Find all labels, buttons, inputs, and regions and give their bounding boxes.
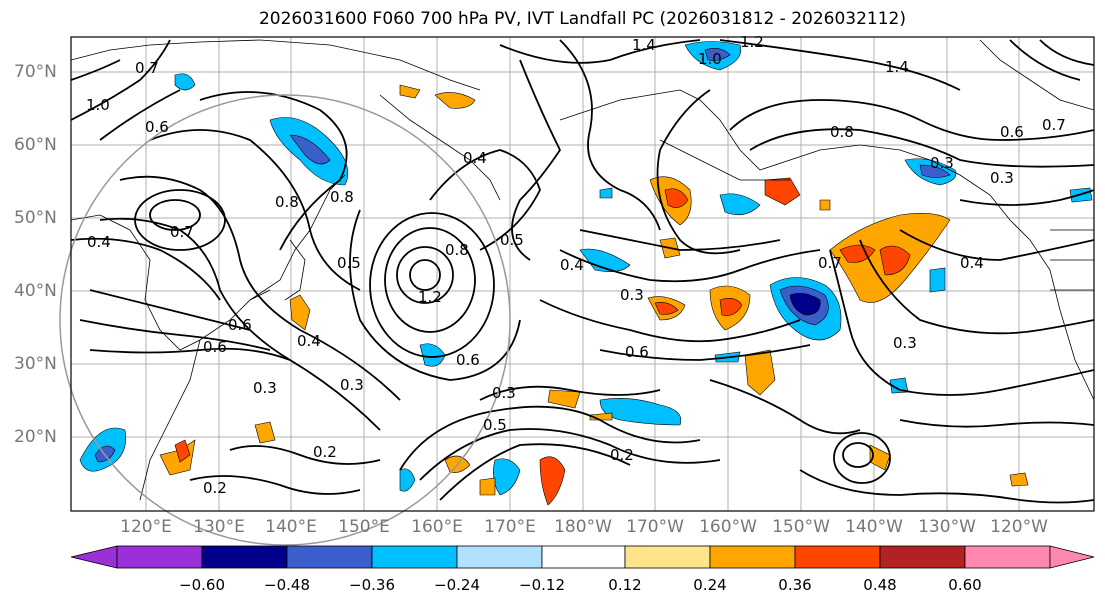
colorbar-bin: [794, 545, 881, 569]
colorbar-extend-right: [1049, 545, 1095, 569]
lon-label: 140°E: [265, 517, 317, 537]
colorbar-bin: [709, 545, 796, 569]
contour-label: 0.8: [445, 241, 469, 259]
contour-label: 0.5: [500, 231, 524, 249]
contour-label: 0.4: [960, 254, 984, 272]
contour-label: 0.4: [463, 149, 487, 167]
contour-label: 0.6: [625, 343, 649, 361]
colorbar-bin: [624, 545, 711, 569]
contour-label: 1.4: [632, 36, 656, 54]
colorbar-tick: −0.60: [179, 576, 225, 594]
contour-label: 0.7: [170, 223, 194, 241]
colorbar-extend-left: [70, 545, 118, 569]
contour-label: 0.3: [620, 286, 644, 304]
lat-label: 60°N: [14, 135, 57, 155]
lon-label: 150°E: [338, 517, 390, 537]
lon-label: 130°W: [918, 517, 976, 537]
colorbar-bin: [286, 545, 373, 569]
contour-label: 1.0: [698, 50, 722, 68]
contour-label: 0.3: [893, 334, 917, 352]
map-title: 2026031600 F060 700 hPa PV, IVT Landfall…: [258, 9, 906, 29]
colorbar-tick: −0.36: [349, 576, 395, 594]
contour-label: 0.6: [203, 338, 227, 356]
lat-label: 70°N: [14, 62, 57, 82]
lon-label: 180°W: [554, 517, 612, 537]
colorbar-tick: 0.12: [608, 576, 642, 594]
contour-label: 0.3: [253, 379, 277, 397]
projection-circle: [59, 94, 511, 546]
lon-label: 120°W: [990, 517, 1048, 537]
lon-label: 150°W: [772, 517, 830, 537]
contour-label: 0.4: [87, 233, 111, 251]
colorbar-tick: 0.24: [693, 576, 727, 594]
contour-label: 1.2: [740, 33, 764, 51]
plot-frame: [70, 36, 1095, 512]
contour-label: 0.4: [297, 332, 321, 350]
contour-label: 0.7: [135, 59, 159, 77]
contour-label: 0.2: [313, 443, 337, 461]
colorbar-bin: [456, 545, 543, 569]
lat-label: 20°N: [14, 427, 57, 447]
colorbar-tick: 0.48: [863, 576, 897, 594]
lon-label: 130°E: [193, 517, 245, 537]
contour-label: 0.3: [930, 154, 954, 172]
colorbar-bin: [879, 545, 966, 569]
colorbar: [70, 545, 1095, 569]
pv-contours: [71, 39, 1094, 504]
contour-label-layer: 1.4 1.0 1.2 1.4 0.8 0.7 1.0 0.6 0.6 0.8 …: [86, 33, 1066, 497]
pc-shading: [79, 41, 1093, 506]
contour-label: 0.7: [818, 254, 842, 272]
coastlines: [71, 39, 1094, 501]
colorbar-tick: −0.12: [519, 576, 565, 594]
contour-label: 0.6: [228, 316, 252, 334]
contour-label: 0.6: [456, 351, 480, 369]
lat-label: 30°N: [14, 354, 57, 374]
lon-label: 160°E: [411, 517, 463, 537]
contour-label: 0.6: [1000, 123, 1024, 141]
contour-label: 0.3: [340, 376, 364, 394]
contour-label: 0.8: [330, 188, 354, 206]
lon-label: 170°W: [626, 517, 684, 537]
colorbar-tick: 0.60: [948, 576, 982, 594]
contour-label: 0.6: [145, 118, 169, 136]
contour-label: 0.8: [830, 123, 854, 141]
contour-label: 0.5: [483, 416, 507, 434]
contour-label: 0.5: [337, 254, 361, 272]
lat-label: 50°N: [14, 208, 57, 228]
contour-label: 0.3: [492, 384, 516, 402]
colorbar-bin: [116, 545, 203, 569]
contour-label: 0.4: [560, 256, 584, 274]
colorbar-tick: 0.36: [778, 576, 812, 594]
contour-label: 0.7: [1042, 116, 1066, 134]
contour-label: 1.4: [885, 58, 909, 76]
contour-label: 0.3: [990, 169, 1014, 187]
contour-label: 0.2: [610, 446, 634, 464]
contour-label: 1.2: [418, 288, 442, 306]
colorbar-tick: −0.48: [264, 576, 310, 594]
lon-label: 160°W: [699, 517, 757, 537]
lon-label: 170°E: [484, 517, 536, 537]
lat-label: 40°N: [14, 281, 57, 301]
colorbar-bin: [964, 545, 1051, 569]
lon-label: 120°E: [120, 517, 172, 537]
colorbar-bin: [541, 545, 626, 569]
colorbar-tick: −0.24: [434, 576, 480, 594]
colorbar-bin: [201, 545, 288, 569]
contour-label: 0.8: [275, 193, 299, 211]
contour-label: 0.2: [203, 479, 227, 497]
colorbar-bin: [371, 545, 458, 569]
contour-label: 1.0: [86, 96, 110, 114]
lon-label: 140°W: [845, 517, 903, 537]
